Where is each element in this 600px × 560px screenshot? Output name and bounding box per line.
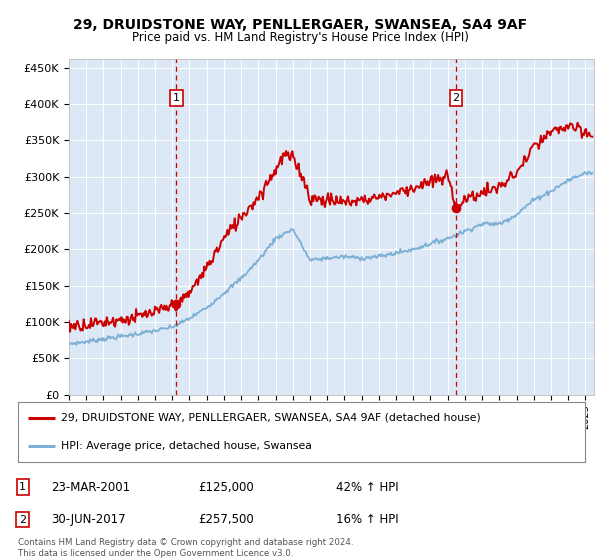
Text: HPI: Average price, detached house, Swansea: HPI: Average price, detached house, Swan… bbox=[61, 441, 311, 451]
Text: 16% ↑ HPI: 16% ↑ HPI bbox=[336, 513, 398, 526]
Text: 29, DRUIDSTONE WAY, PENLLERGAER, SWANSEA, SA4 9AF: 29, DRUIDSTONE WAY, PENLLERGAER, SWANSEA… bbox=[73, 18, 527, 32]
Text: £125,000: £125,000 bbox=[198, 480, 254, 494]
Text: 2: 2 bbox=[19, 515, 26, 525]
Text: £257,500: £257,500 bbox=[198, 513, 254, 526]
Text: 42% ↑ HPI: 42% ↑ HPI bbox=[336, 480, 398, 494]
Text: Price paid vs. HM Land Registry's House Price Index (HPI): Price paid vs. HM Land Registry's House … bbox=[131, 31, 469, 44]
Text: Contains HM Land Registry data © Crown copyright and database right 2024.: Contains HM Land Registry data © Crown c… bbox=[18, 538, 353, 547]
Text: This data is licensed under the Open Government Licence v3.0.: This data is licensed under the Open Gov… bbox=[18, 549, 293, 558]
Text: 2: 2 bbox=[452, 93, 460, 103]
Text: 1: 1 bbox=[19, 482, 26, 492]
Text: 1: 1 bbox=[173, 93, 180, 103]
Text: 30-JUN-2017: 30-JUN-2017 bbox=[51, 513, 125, 526]
Text: 29, DRUIDSTONE WAY, PENLLERGAER, SWANSEA, SA4 9AF (detached house): 29, DRUIDSTONE WAY, PENLLERGAER, SWANSEA… bbox=[61, 413, 480, 423]
Text: 23-MAR-2001: 23-MAR-2001 bbox=[51, 480, 130, 494]
